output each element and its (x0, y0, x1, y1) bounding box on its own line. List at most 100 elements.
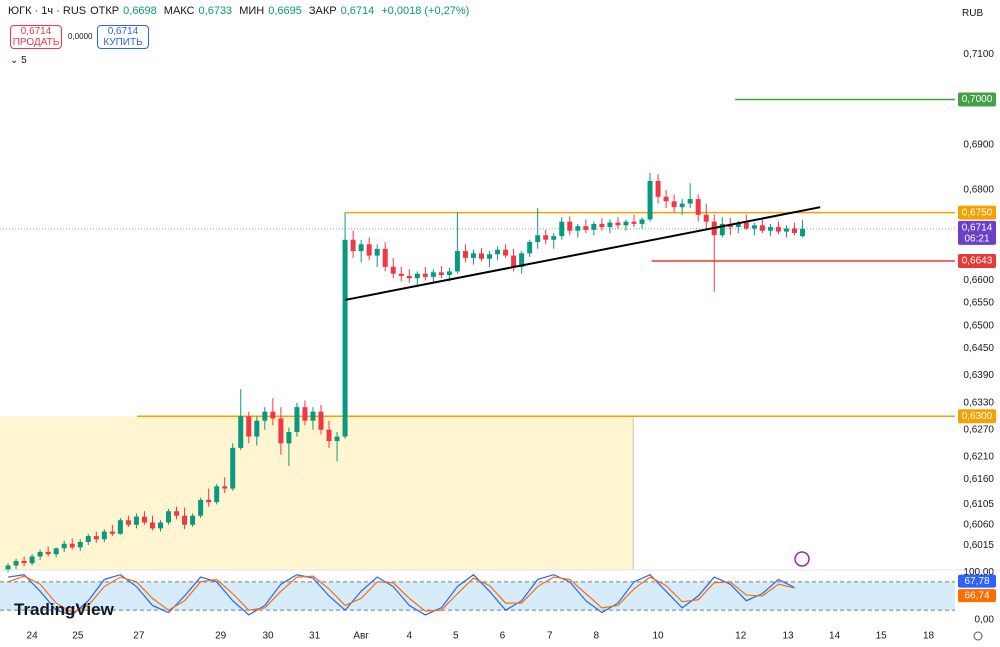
candle-body (133, 516, 139, 525)
candle-body (286, 432, 292, 444)
x-tick-label: 12 (735, 631, 747, 642)
candle-body (45, 551, 51, 555)
level-price-box (958, 205, 996, 220)
y-tick-label: 0,6330 (963, 397, 994, 408)
x-tick-label: 15 (876, 631, 888, 642)
osc-line (7, 575, 795, 614)
y-tick-label: 0,6600 (963, 275, 994, 286)
candle-body (109, 531, 115, 534)
last-price-box (958, 220, 996, 245)
candle-body (631, 221, 637, 224)
candle-body (791, 228, 797, 233)
candle-body (230, 447, 236, 489)
y-tick-label: 0,6060 (963, 519, 994, 530)
x-tick-label: 29 (215, 631, 227, 642)
candle-body (238, 416, 244, 448)
candle-body (551, 236, 557, 240)
ohlc-label: МАКС (163, 5, 195, 17)
candle-body (21, 560, 27, 564)
level-price-label: 0,6300 (962, 411, 993, 422)
candle-body (783, 228, 789, 232)
candle-body (663, 196, 669, 202)
candle-body (182, 515, 188, 525)
candle-body (342, 239, 348, 437)
ohlc-label: ОТКР (90, 5, 120, 17)
candle-body (695, 199, 701, 215)
candle-body (141, 516, 147, 523)
candle-body (655, 180, 661, 197)
candle-body (703, 214, 709, 222)
candle-body (543, 235, 549, 240)
symbol[interactable]: ЮГК · 1ч · RUS (8, 5, 87, 17)
change: +0,0018 (+0,27%) (381, 5, 470, 17)
candle-body (326, 429, 332, 442)
candle-body (430, 272, 436, 277)
candle-body (446, 271, 452, 276)
buy-label: КУПИТЬ (103, 37, 143, 48)
header: ЮГК · 1ч · RUS ОТКР 0,6698 МАКС 0,6733 МИН… (8, 5, 472, 17)
candle-body (214, 486, 220, 503)
osc-value-box (958, 574, 996, 588)
currency[interactable]: RUB (962, 8, 984, 19)
candle-body (719, 223, 725, 236)
level-price-label: 0,7000 (962, 94, 993, 105)
x-tick-label: 24 (27, 631, 39, 642)
y-tick-label: 0,6550 (963, 298, 994, 309)
trend-line (344, 206, 821, 301)
level-price-box (958, 409, 996, 424)
candle-body (559, 221, 565, 237)
y-tick-label: 0,6270 (963, 424, 994, 435)
ohlc-label: ЗАКР (308, 5, 337, 17)
osc-line (7, 573, 795, 616)
candle-body (462, 251, 468, 258)
candle-body (470, 253, 476, 258)
candle-body (575, 226, 581, 231)
buy-button[interactable]: 0,6714 КУПИТЬ (97, 25, 149, 49)
x-tick-label: 7 (547, 631, 553, 642)
candle-body (591, 223, 597, 230)
candle-body (310, 411, 316, 421)
brand: TradingView (14, 600, 114, 619)
osc-value-box (958, 589, 996, 603)
y-tick-label: 0,6450 (963, 343, 994, 354)
candle-body (567, 221, 573, 231)
sell-button[interactable]: 0,6714 ПРОДАТЬ (10, 25, 62, 49)
candle-body (414, 273, 420, 279)
x-tick-label: 27 (133, 631, 145, 642)
y-tick-label: 0,6160 (963, 474, 994, 485)
candle-body (190, 515, 196, 525)
indicators-toggle[interactable]: ⌄ 5 (10, 55, 27, 66)
level-price-label: 0,6750 (962, 207, 993, 218)
y-tick-label: 0,7100 (963, 49, 994, 60)
candle-body (687, 199, 693, 204)
candle-body (53, 548, 59, 555)
candle-body (735, 222, 741, 228)
candle-body (511, 255, 517, 267)
y-tick-label: 0,6900 (963, 139, 994, 150)
ohlc-value: 0,6714 (340, 5, 375, 17)
candle-body (334, 436, 340, 442)
candle-body (254, 420, 260, 437)
x-tick-label: 18 (923, 631, 935, 642)
candle-body (751, 225, 757, 229)
candle-body (438, 272, 444, 276)
x-tick-label: 31 (309, 631, 321, 642)
osc-value-label: 66,74 (964, 591, 989, 602)
sell-price: 0,6714 (20, 26, 52, 37)
y-tick-label: 0,6015 (963, 540, 994, 551)
candle-body (671, 201, 677, 208)
zone (0, 416, 634, 570)
x-tick-label: 13 (783, 631, 795, 642)
candle-body (278, 418, 284, 444)
level-price-box (958, 254, 996, 269)
candle-body (206, 499, 212, 503)
candle-body (374, 248, 380, 256)
y-tick-label: 0,6500 (963, 320, 994, 331)
level-price-label: 0,6643 (962, 256, 993, 267)
candle-body (743, 222, 749, 229)
candle-body (350, 239, 356, 252)
candle-body (166, 511, 172, 523)
candle-body (398, 273, 404, 276)
candle-body (174, 511, 180, 516)
